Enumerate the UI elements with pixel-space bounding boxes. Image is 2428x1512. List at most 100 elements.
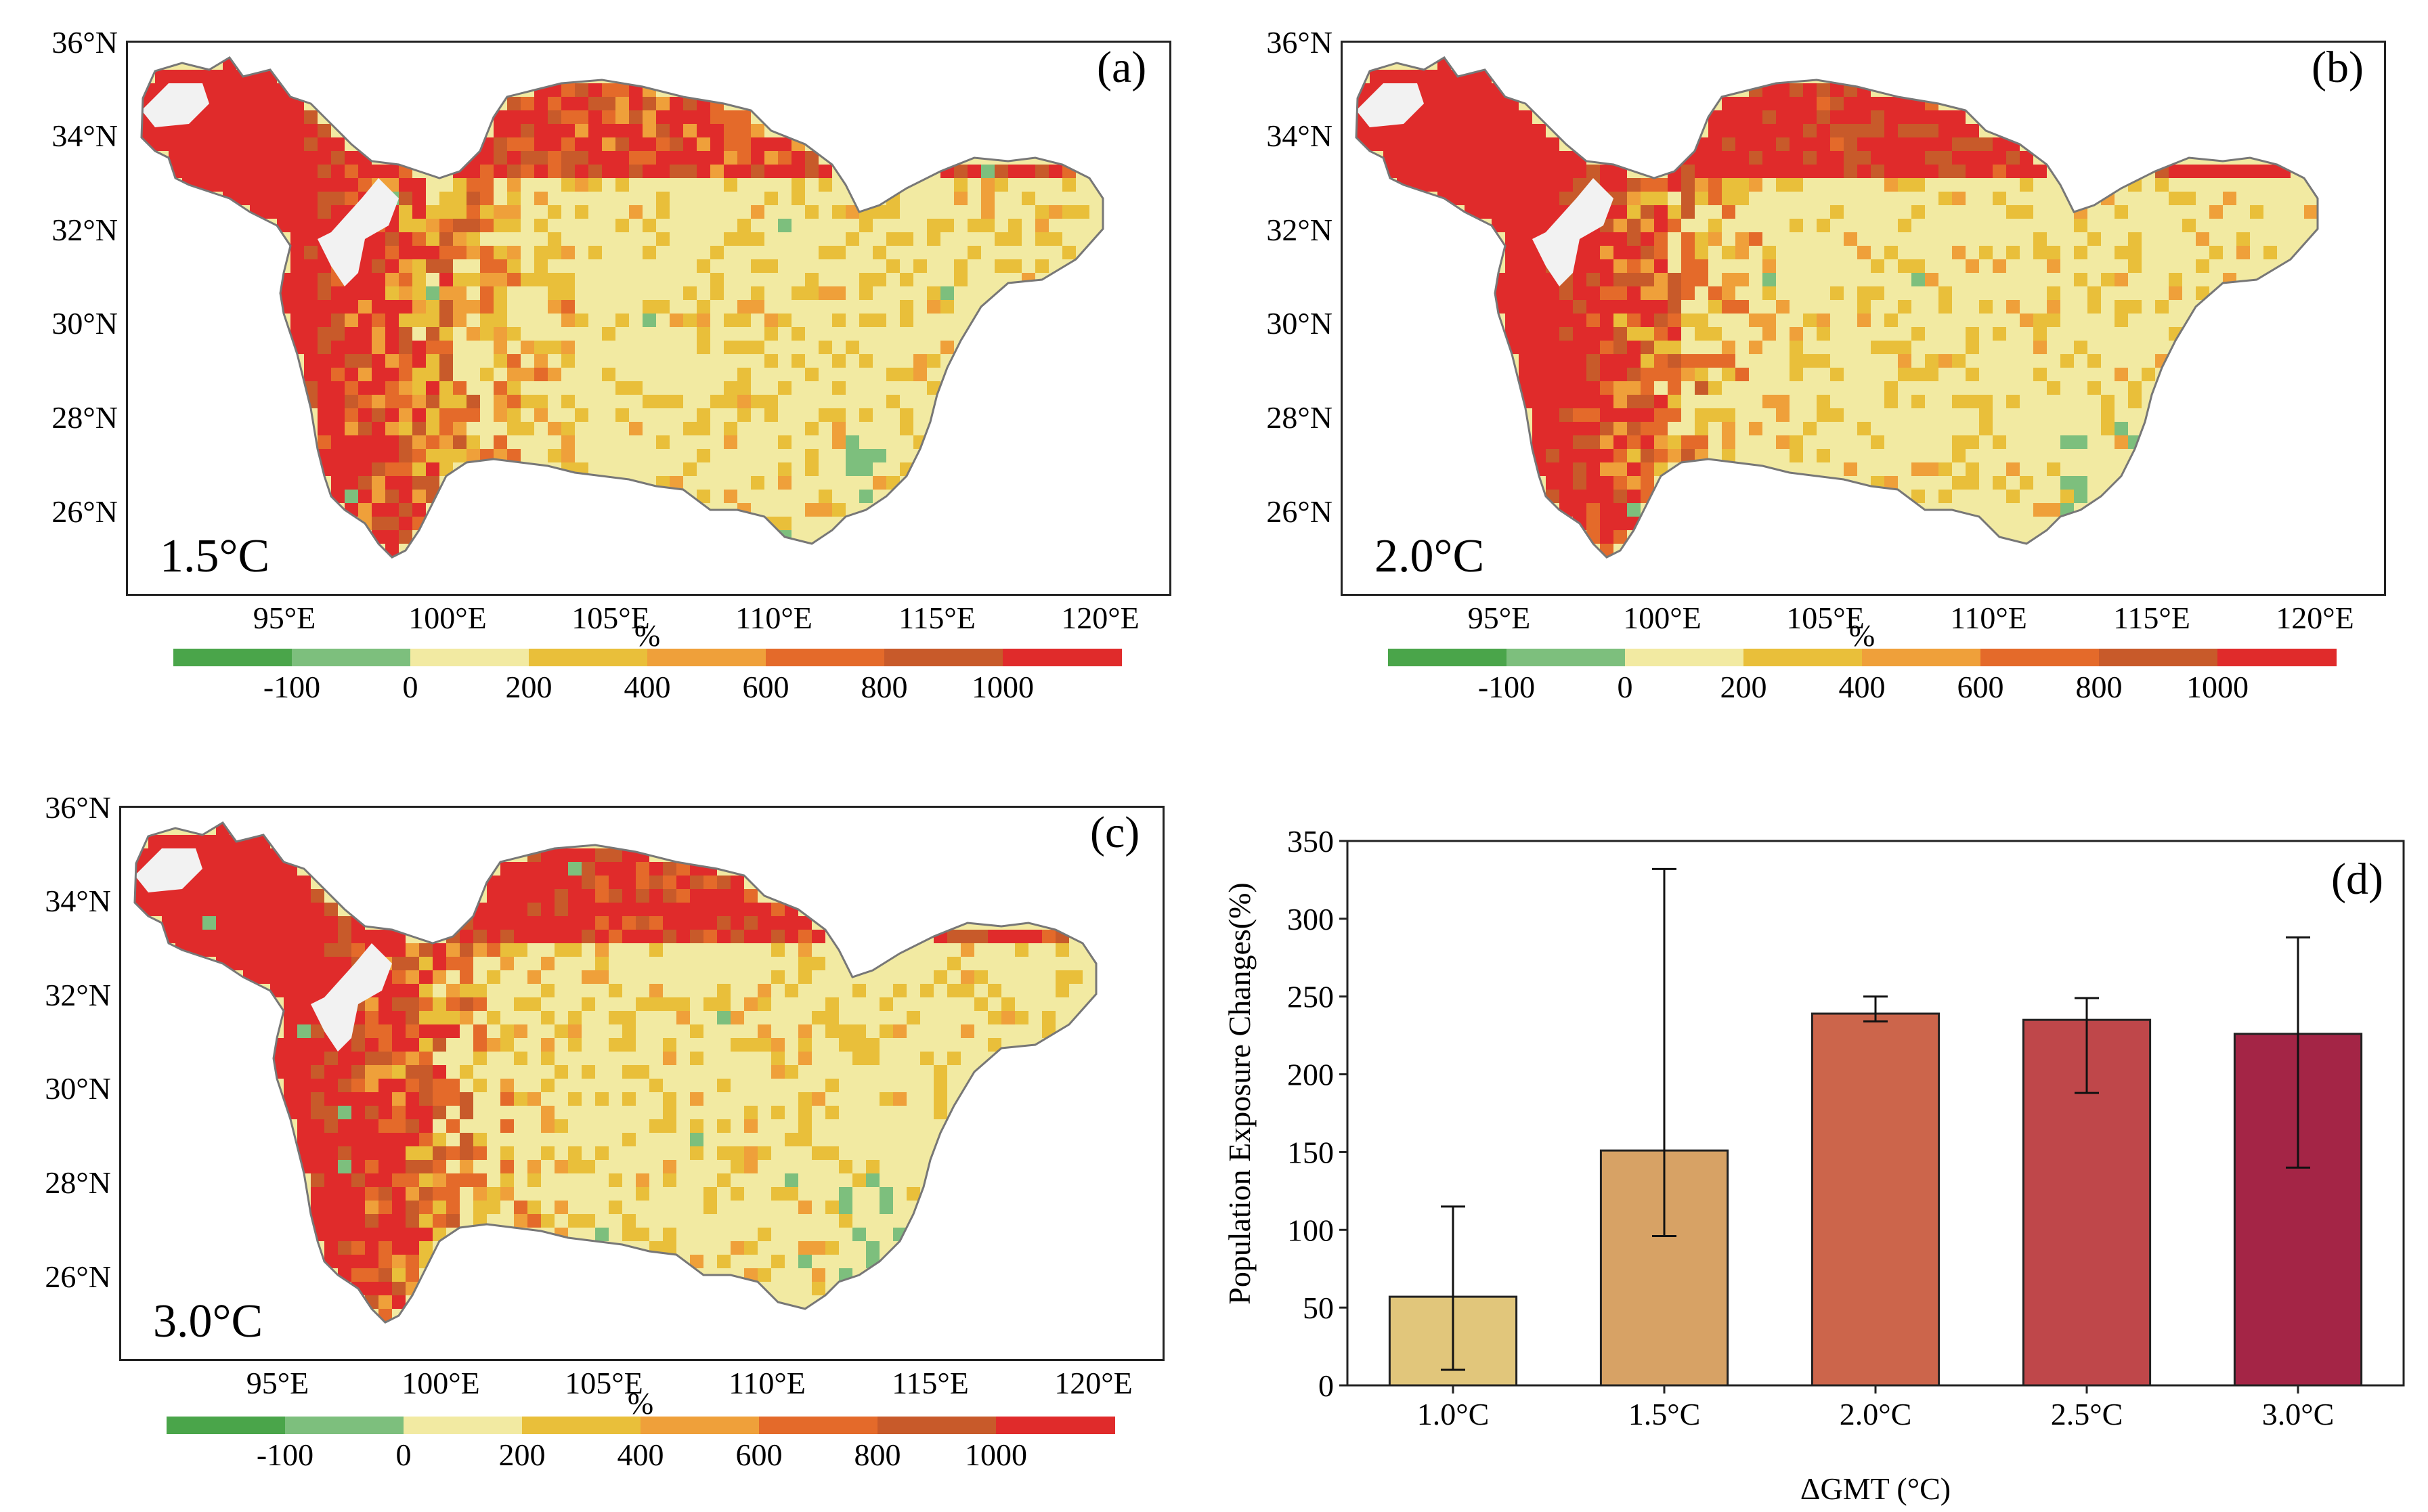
grid-cell <box>521 165 534 178</box>
grid-cell <box>1424 70 1437 83</box>
grid-cell <box>1708 137 1722 151</box>
grid-cell <box>345 165 358 178</box>
grid-cell <box>311 1052 324 1065</box>
grid-cell <box>981 165 995 178</box>
grid-cell <box>1465 110 1478 124</box>
grid-cell <box>1424 151 1437 165</box>
x-axis-label: ΔGMT (°C) <box>1800 1471 1951 1506</box>
grid-cell <box>1437 124 1451 137</box>
grid-cell <box>372 490 385 503</box>
grid-cell <box>548 273 561 286</box>
grid-cell <box>1654 300 1668 314</box>
grid-cell <box>446 1173 460 1187</box>
grid-cell <box>1708 286 1722 300</box>
grid-cell <box>1722 97 1735 110</box>
grid-cell <box>717 903 731 916</box>
grid-cell <box>223 137 236 151</box>
grid-cell <box>548 165 561 178</box>
grid-cell <box>1884 137 1898 151</box>
grid-cell <box>2087 300 2101 314</box>
grid-cell <box>318 124 331 137</box>
grid-cell <box>555 1065 568 1079</box>
grid-cell <box>2250 165 2263 178</box>
grid-cell <box>365 1052 378 1065</box>
grid-cell <box>629 205 643 219</box>
grid-cell <box>324 943 338 957</box>
grid-cell <box>1532 300 1546 314</box>
grid-cell <box>649 984 663 997</box>
grid-cell <box>1776 395 1790 408</box>
colorbar-label: -100 <box>256 1438 314 1472</box>
grid-cell <box>439 327 453 341</box>
grid-cell <box>243 957 257 970</box>
grid-cell <box>697 165 710 178</box>
grid-cell <box>805 286 819 300</box>
grid-cell <box>507 165 521 178</box>
grid-cell <box>1627 286 1641 300</box>
grid-cell <box>412 408 426 422</box>
grid-cell <box>683 462 697 476</box>
grid-cell <box>1627 232 1641 246</box>
grid-cell <box>1062 246 1076 259</box>
grid-cell <box>331 354 345 368</box>
grid-cell <box>764 137 778 151</box>
grid-cell <box>230 889 243 903</box>
grid-cell <box>2169 165 2182 178</box>
grid-cell <box>385 165 399 178</box>
grid-cell <box>270 916 284 930</box>
grid-cell <box>351 1201 365 1214</box>
grid-cell <box>311 1160 324 1173</box>
grid-cell <box>1817 395 1830 408</box>
grid-cell <box>1519 124 1532 137</box>
grid-cell <box>2006 490 2020 503</box>
grid-cell <box>467 449 480 462</box>
grid-cell <box>1938 462 1952 476</box>
grid-cell <box>1613 395 1627 408</box>
grid-cell <box>372 422 385 435</box>
grid-cell <box>1722 205 1735 219</box>
grid-cell <box>2074 435 2087 449</box>
grid-cell <box>1410 165 1424 178</box>
grid-cell <box>487 889 500 903</box>
grid-cell <box>1559 314 1573 327</box>
grid-cell <box>900 408 913 422</box>
grid-cell <box>406 1228 419 1241</box>
grid-cell <box>480 205 494 219</box>
grid-cell <box>358 435 372 449</box>
lon-tick: 110°E <box>735 601 812 635</box>
grid-cell <box>1056 984 1069 997</box>
grid-cell <box>304 232 318 246</box>
grid-cell <box>717 1011 731 1024</box>
grid-cell <box>1627 273 1641 286</box>
grid-cell <box>351 1092 365 1106</box>
grid-cell <box>1925 137 1938 151</box>
grid-cell <box>1627 408 1641 422</box>
grid-cell <box>880 1092 893 1106</box>
grid-cell <box>1722 137 1735 151</box>
grid-cell <box>351 1160 365 1173</box>
grid-cell <box>236 110 250 124</box>
grid-cell <box>737 165 751 178</box>
grid-cell <box>690 1133 703 1146</box>
grid-cell <box>663 889 676 903</box>
grid-cell <box>358 462 372 476</box>
grid-cell <box>1654 178 1668 192</box>
grid-cell <box>1830 83 1844 97</box>
grid-cell <box>338 1079 351 1092</box>
grid-cell <box>1505 300 1519 314</box>
grid-cell <box>1397 70 1410 83</box>
grid-cell <box>771 1187 785 1201</box>
grid-cell <box>2115 273 2128 286</box>
grid-cell <box>1573 381 1586 395</box>
grid-cell <box>385 273 399 286</box>
grid-cell <box>182 70 196 83</box>
grid-cell <box>1925 273 1938 286</box>
grid-cell <box>582 876 595 889</box>
grid-cell <box>467 219 480 232</box>
grid-cell <box>1015 1011 1028 1024</box>
grid-cell <box>866 1173 880 1187</box>
grid-cell <box>182 137 196 151</box>
grid-cell <box>2087 354 2101 368</box>
grid-cell <box>263 110 277 124</box>
grid-cell <box>710 137 724 151</box>
